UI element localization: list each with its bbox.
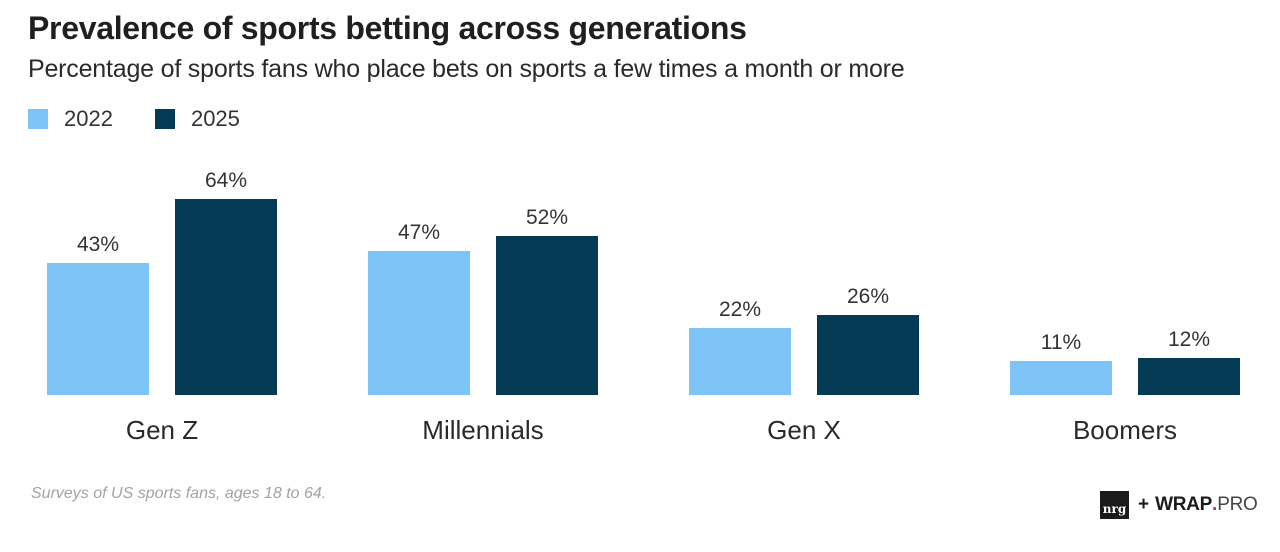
bar-boomers-2025	[1138, 358, 1240, 395]
legend-label-2025: 2025	[190, 106, 240, 131]
bar-value-label: 47%	[397, 221, 441, 244]
wrap-logo-text: WRAP	[1155, 494, 1212, 515]
bar-value-label: 26%	[846, 285, 890, 308]
bar-gen-z-2022	[47, 263, 149, 395]
legend-label-2022: 2022	[64, 106, 113, 131]
source-note: Surveys of US sports fans, ages 18 to 64…	[31, 485, 327, 502]
chart-subtitle: Percentage of sports fans who place bets…	[28, 55, 905, 83]
bar-gen-z-2025	[175, 199, 277, 395]
bar-value-label: 43%	[76, 233, 120, 256]
legend-item-2025: 2025	[154, 106, 240, 132]
bar-value-label: 64%	[204, 169, 248, 192]
bar-boomers-2022	[1010, 361, 1112, 395]
wrap-logo-pro: PRO	[1217, 494, 1258, 515]
bar-value-label: 22%	[718, 298, 762, 321]
nrg-logo: nrg	[1100, 491, 1129, 519]
legend-swatch-2022	[28, 109, 48, 129]
bar-value-label: 11%	[1040, 331, 1082, 354]
category-label-gen-x: Gen X	[767, 415, 841, 445]
category-label-millennials: Millennials	[422, 415, 544, 445]
bar-gen-x-2025	[817, 315, 919, 395]
wrap-logo-dot: .	[1211, 494, 1218, 515]
category-label-gen-z: Gen Z	[125, 415, 199, 445]
category-label-boomers: Boomers	[1072, 415, 1178, 445]
logo-plus: +	[1138, 494, 1150, 515]
bar-millennials-2025	[496, 236, 598, 395]
plot-area: 43% 64% Gen Z 47% 52% Millennials 22% 26% Gen X 1…	[47, 169, 1240, 445]
bar-value-label: 52%	[525, 206, 569, 229]
bar-millennials-2022	[368, 251, 470, 395]
legend-swatch-2025	[154, 109, 175, 129]
bar-value-label: 12%	[1167, 328, 1211, 351]
publisher-logo: nrg + WRAP. PRO	[1100, 491, 1258, 519]
legend-item-2022: 2022	[28, 106, 113, 132]
legend: 2022 2025	[28, 106, 282, 132]
chart-title: Prevalence of sports betting across gene…	[28, 10, 747, 46]
bar-gen-x-2022	[689, 328, 791, 395]
